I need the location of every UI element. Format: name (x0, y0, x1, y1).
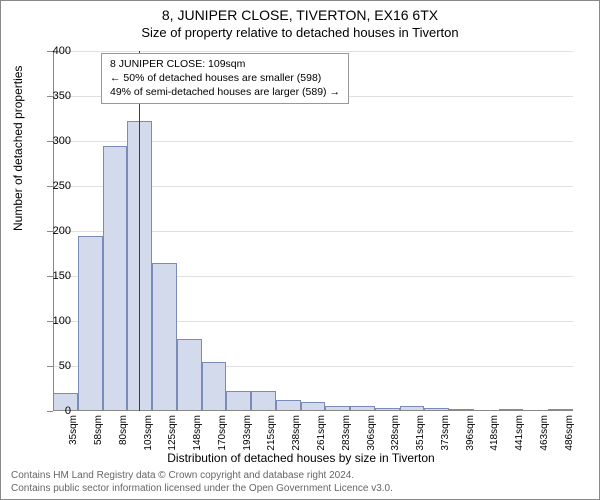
info-line-1: 8 JUNIPER CLOSE: 109sqm (110, 57, 340, 71)
x-tick-label: 193sqm (242, 415, 253, 451)
y-axis-label: Number of detached properties (11, 66, 25, 231)
histogram-bar (103, 146, 128, 412)
x-tick-label: 328sqm (390, 415, 401, 451)
x-tick-label: 103sqm (143, 415, 154, 451)
property-marker-line (139, 51, 140, 411)
histogram-bar (78, 236, 103, 412)
y-tick-label: 400 (53, 45, 71, 57)
copyright-text: Contains HM Land Registry data © Crown c… (11, 470, 393, 495)
x-tick-label: 396sqm (465, 415, 476, 451)
title-subtitle: Size of property relative to detached ho… (1, 23, 599, 40)
info-line-2: ← 50% of detached houses are smaller (59… (110, 71, 340, 85)
grid-line (53, 51, 573, 52)
x-tick-label: 306sqm (366, 415, 377, 451)
x-tick-label: 373sqm (440, 415, 451, 451)
x-axis-label: Distribution of detached houses by size … (1, 451, 600, 465)
x-tick-label: 351sqm (415, 415, 426, 451)
y-tick-label: 100 (53, 315, 71, 327)
x-axis (53, 410, 573, 411)
x-tick-label: 463sqm (539, 415, 550, 451)
y-tick-label: 350 (53, 90, 71, 102)
histogram-bar (202, 362, 227, 412)
plot-area (53, 51, 573, 411)
info-line-3: 49% of semi-detached houses are larger (… (110, 85, 340, 99)
x-tick-label: 441sqm (514, 415, 525, 451)
y-tick-label: 300 (53, 135, 71, 147)
x-tick-label: 58sqm (93, 415, 104, 445)
x-tick-label: 238sqm (291, 415, 302, 451)
title-address: 8, JUNIPER CLOSE, TIVERTON, EX16 6TX (1, 1, 599, 23)
copyright-line-1: Contains HM Land Registry data © Crown c… (11, 470, 393, 483)
x-tick-label: 125sqm (167, 415, 178, 451)
histogram-bar (152, 263, 177, 412)
y-tick (47, 411, 53, 412)
x-tick-label: 170sqm (217, 415, 228, 451)
y-tick-label: 200 (53, 225, 71, 237)
y-tick-label: 250 (53, 180, 71, 192)
x-tick-label: 418sqm (489, 415, 500, 451)
x-tick-label: 215sqm (266, 415, 277, 451)
x-tick-label: 261sqm (316, 415, 327, 451)
histogram-bar (251, 391, 276, 411)
x-tick-label: 80sqm (118, 415, 129, 445)
y-tick-label: 150 (53, 270, 71, 282)
x-tick-label: 283sqm (341, 415, 352, 451)
x-tick-label: 486sqm (564, 415, 575, 451)
info-box: 8 JUNIPER CLOSE: 109sqm ← 50% of detache… (101, 53, 349, 104)
histogram-bar (177, 339, 202, 411)
y-tick-label: 50 (59, 360, 71, 372)
chart-container: 8, JUNIPER CLOSE, TIVERTON, EX16 6TX Siz… (0, 0, 600, 500)
histogram-bar (226, 391, 251, 411)
copyright-line-2: Contains public sector information licen… (11, 483, 393, 496)
x-tick-label: 148sqm (192, 415, 203, 451)
x-tick-label: 35sqm (68, 415, 79, 445)
